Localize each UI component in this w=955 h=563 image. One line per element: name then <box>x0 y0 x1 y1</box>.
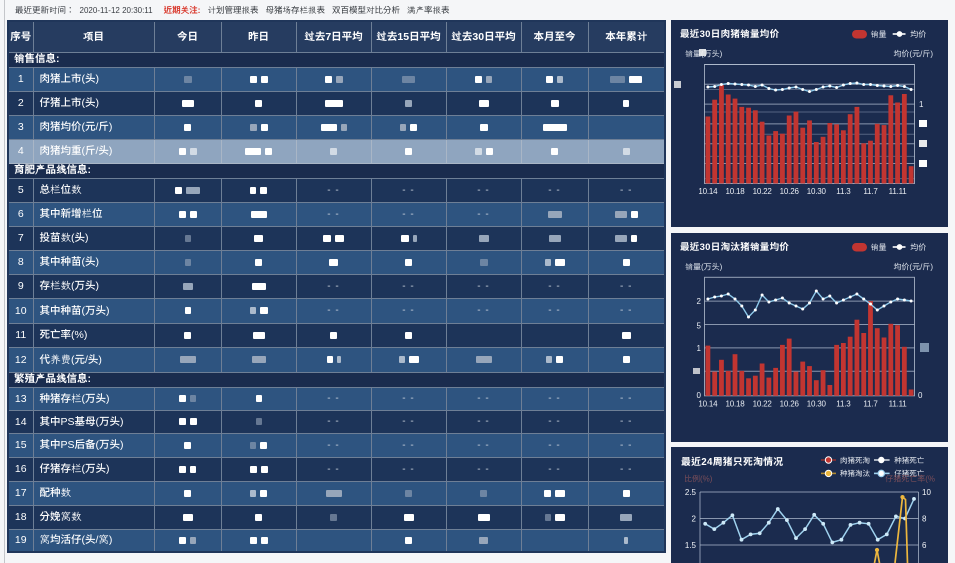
svg-text:11.3: 11.3 <box>836 187 851 196</box>
svg-text:销量(万头): 销量(万头) <box>685 262 723 271</box>
svg-text:仔猪死亡率(%: 仔猪死亡率(% <box>885 475 935 484</box>
svg-text:10.30: 10.30 <box>807 399 827 408</box>
svg-text:均价(元/斤): 均价(元/斤) <box>893 262 933 271</box>
svg-text:2.5: 2.5 <box>685 488 697 497</box>
svg-text:6: 6 <box>922 541 927 550</box>
svg-text:1: 1 <box>919 100 924 109</box>
svg-text:11.3: 11.3 <box>836 399 851 408</box>
svg-text:2: 2 <box>697 297 702 306</box>
svg-text:种猪淘汰: 种猪淘汰 <box>840 469 870 478</box>
svg-text:肉猪死淘: 肉猪死淘 <box>840 456 870 465</box>
svg-text:11.7: 11.7 <box>863 399 878 408</box>
svg-text:11.11: 11.11 <box>889 399 908 408</box>
svg-text:种猪死亡: 种猪死亡 <box>894 456 924 465</box>
svg-text:最近24周猪只死淘情况: 最近24周猪只死淘情况 <box>681 456 783 468</box>
svg-text:10.18: 10.18 <box>725 187 745 196</box>
svg-text:1: 1 <box>697 344 702 353</box>
svg-text:11.7: 11.7 <box>863 187 878 196</box>
svg-text:1.5: 1.5 <box>685 541 697 550</box>
svg-text:销量: 销量 <box>871 30 887 39</box>
svg-text:均价: 均价 <box>910 243 926 252</box>
svg-text:10.22: 10.22 <box>753 187 773 196</box>
svg-text:10.14: 10.14 <box>698 399 718 408</box>
svg-text:10.18: 10.18 <box>725 399 745 408</box>
svg-text:10.26: 10.26 <box>780 187 800 196</box>
svg-text:11.11: 11.11 <box>889 187 908 196</box>
svg-text:0: 0 <box>697 391 702 400</box>
svg-text:10.30: 10.30 <box>807 187 827 196</box>
svg-text:10.26: 10.26 <box>780 399 800 408</box>
svg-text:2: 2 <box>692 515 697 524</box>
svg-text:仔猪死亡: 仔猪死亡 <box>894 469 924 478</box>
svg-text:销量: 销量 <box>871 243 887 252</box>
svg-text:10.14: 10.14 <box>698 187 718 196</box>
svg-text:比例(%): 比例(%) <box>684 475 713 484</box>
svg-text:10.22: 10.22 <box>753 399 773 408</box>
svg-text:10: 10 <box>922 488 931 497</box>
svg-text:8: 8 <box>922 515 927 524</box>
svg-text:均价(元/斤): 均价(元/斤) <box>893 50 933 59</box>
svg-text:最近30日淘汰猪销量均价: 最近30日淘汰猪销量均价 <box>680 241 789 253</box>
svg-text:最近30日肉猪销量均价: 最近30日肉猪销量均价 <box>680 28 780 40</box>
svg-text:5: 5 <box>697 321 702 330</box>
svg-text:0: 0 <box>918 391 923 400</box>
svg-text:均价: 均价 <box>910 30 926 39</box>
